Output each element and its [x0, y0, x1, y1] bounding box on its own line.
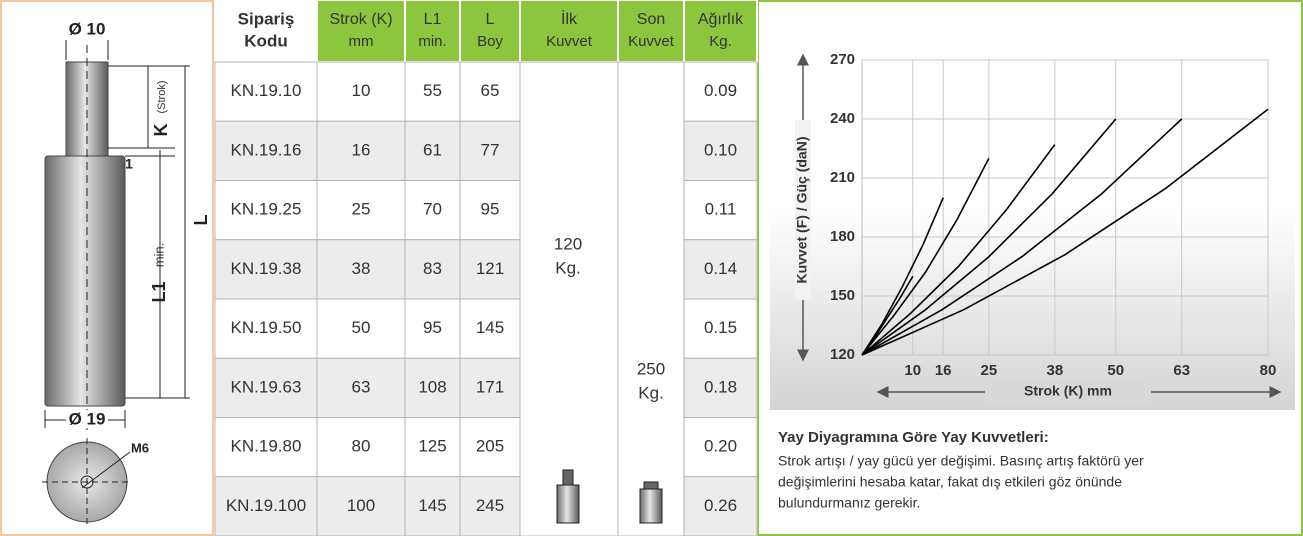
cell-text: 70: [423, 200, 442, 219]
header-text: L1: [424, 11, 442, 28]
datasheet: Ø 10 K (Strok) 1 L L1 min. Ø 19 M6 Sipar…: [0, 0, 1303, 536]
cell-text: 83: [423, 259, 442, 278]
cell-text: KN.19.16: [231, 140, 302, 159]
header-cell: [460, 0, 520, 62]
y-tick-label: 240: [830, 110, 855, 127]
final-force: Kg.: [638, 383, 664, 402]
header-cell: [405, 0, 460, 62]
header-text: min.: [418, 33, 446, 50]
cell-text: 63: [352, 377, 371, 396]
cell-text: 0.18: [704, 377, 737, 396]
cell-text: 145: [476, 318, 504, 337]
cell-text: 55: [423, 81, 442, 100]
y-tick-label: 210: [830, 169, 855, 186]
cell-text: 0.09: [704, 81, 737, 100]
cell-text: 50: [352, 318, 371, 337]
x-tick-label: 16: [935, 362, 952, 379]
cell-text: KN.19.50: [231, 318, 302, 337]
cell-text: 10: [352, 81, 371, 100]
cell-text: 0.14: [704, 259, 737, 278]
cell-text: 121: [476, 259, 504, 278]
y-tick-label: 180: [830, 228, 855, 245]
merged-cell: [520, 62, 618, 536]
header-text: L: [486, 11, 495, 28]
header-text: Sipariş: [238, 9, 295, 28]
note-line: değişimlerini hesaba katar, fakat dış et…: [778, 474, 1122, 490]
note-line: Strok artışı / yay gücü yer değişimi. Ba…: [778, 453, 1144, 469]
gap-label: 1: [125, 156, 133, 172]
cell-text: KN.19.38: [231, 259, 302, 278]
body-diameter: Ø 19: [69, 409, 106, 428]
header-cell: [618, 0, 684, 62]
cell-text: KN.19.25: [231, 200, 302, 219]
l1-label: L1: [149, 281, 169, 302]
cell-text: 245: [476, 496, 504, 515]
cell-text: KN.19.63: [231, 377, 302, 396]
cell-text: KN.19.100: [226, 496, 306, 515]
header-text: İlk: [561, 9, 578, 28]
note-title: Yay Diyagramına Göre Yay Kuvvetleri:: [778, 429, 1049, 446]
cell-text: 145: [418, 496, 446, 515]
header-text: Strok (K): [329, 11, 392, 28]
x-tick-label: 80: [1260, 362, 1277, 379]
cell-text: KN.19.10: [231, 81, 302, 100]
x-tick-label: 50: [1107, 362, 1124, 379]
cell-text: 0.11: [705, 200, 737, 219]
x-tick-label: 38: [1047, 362, 1064, 379]
rod-diameter: Ø 10: [69, 19, 106, 38]
stroke-note: (Strok): [156, 81, 168, 114]
header-text: Ağırlık: [698, 11, 744, 28]
y-axis-label: Kuvvet (F) / Güç (daN): [794, 136, 810, 283]
x-tick-label: 25: [981, 362, 998, 379]
cell-text: 0.20: [704, 437, 737, 456]
header-text: Kuvvet: [628, 33, 675, 50]
header-cell: [520, 0, 618, 62]
header-text: Kodu: [244, 31, 287, 50]
icon: [557, 485, 579, 523]
header-text: Son: [637, 11, 665, 28]
stroke-label: K: [151, 124, 171, 137]
cell-text: 65: [481, 81, 500, 100]
header-text: Boy: [477, 33, 503, 50]
cell-text: 95: [423, 318, 442, 337]
cell-text: 205: [476, 437, 504, 456]
l1-note: min.: [151, 243, 166, 268]
header-text: Kg.: [709, 33, 732, 50]
cell-text: 38: [352, 259, 371, 278]
cell-text: 0.26: [704, 496, 737, 515]
header-cell: [317, 0, 405, 62]
cell-text: 77: [481, 140, 500, 159]
cell-text: 61: [423, 140, 442, 159]
cell-text: KN.19.80: [231, 437, 302, 456]
cell-text: 80: [352, 437, 371, 456]
y-tick-label: 270: [830, 51, 855, 68]
header-text: mm: [349, 33, 374, 50]
icon: [563, 470, 573, 486]
cell-text: 171: [476, 377, 504, 396]
x-axis-label: Strok (K) mm: [1024, 383, 1112, 399]
cell-text: 0.10: [704, 140, 737, 159]
y-tick-label: 120: [830, 346, 855, 363]
initial-force: Kg.: [555, 258, 581, 277]
x-tick-label: 63: [1173, 362, 1190, 379]
cell-text: 108: [418, 377, 446, 396]
cell-text: 16: [352, 140, 371, 159]
cell-text: 100: [347, 496, 375, 515]
drawing: Ø 10 K (Strok) 1 L L1 min. Ø 19 M6: [1, 1, 213, 535]
header-cell: [684, 0, 757, 62]
y-tick-label: 150: [830, 287, 855, 304]
initial-force: 120: [554, 234, 582, 253]
x-tick-label: 10: [904, 362, 921, 379]
cell-text: 95: [481, 200, 500, 219]
cell-text: 25: [352, 200, 371, 219]
icon: [640, 489, 662, 523]
length-label: L: [191, 215, 211, 226]
cell-text: 125: [418, 437, 446, 456]
note-line: bulundurmanız gerekir.: [778, 495, 920, 511]
thread-label: M6: [131, 440, 149, 455]
merged-cell: [618, 62, 684, 536]
header-text: Kuvvet: [546, 33, 593, 50]
final-force: 250: [637, 359, 665, 378]
cell-text: 0.15: [704, 318, 737, 337]
